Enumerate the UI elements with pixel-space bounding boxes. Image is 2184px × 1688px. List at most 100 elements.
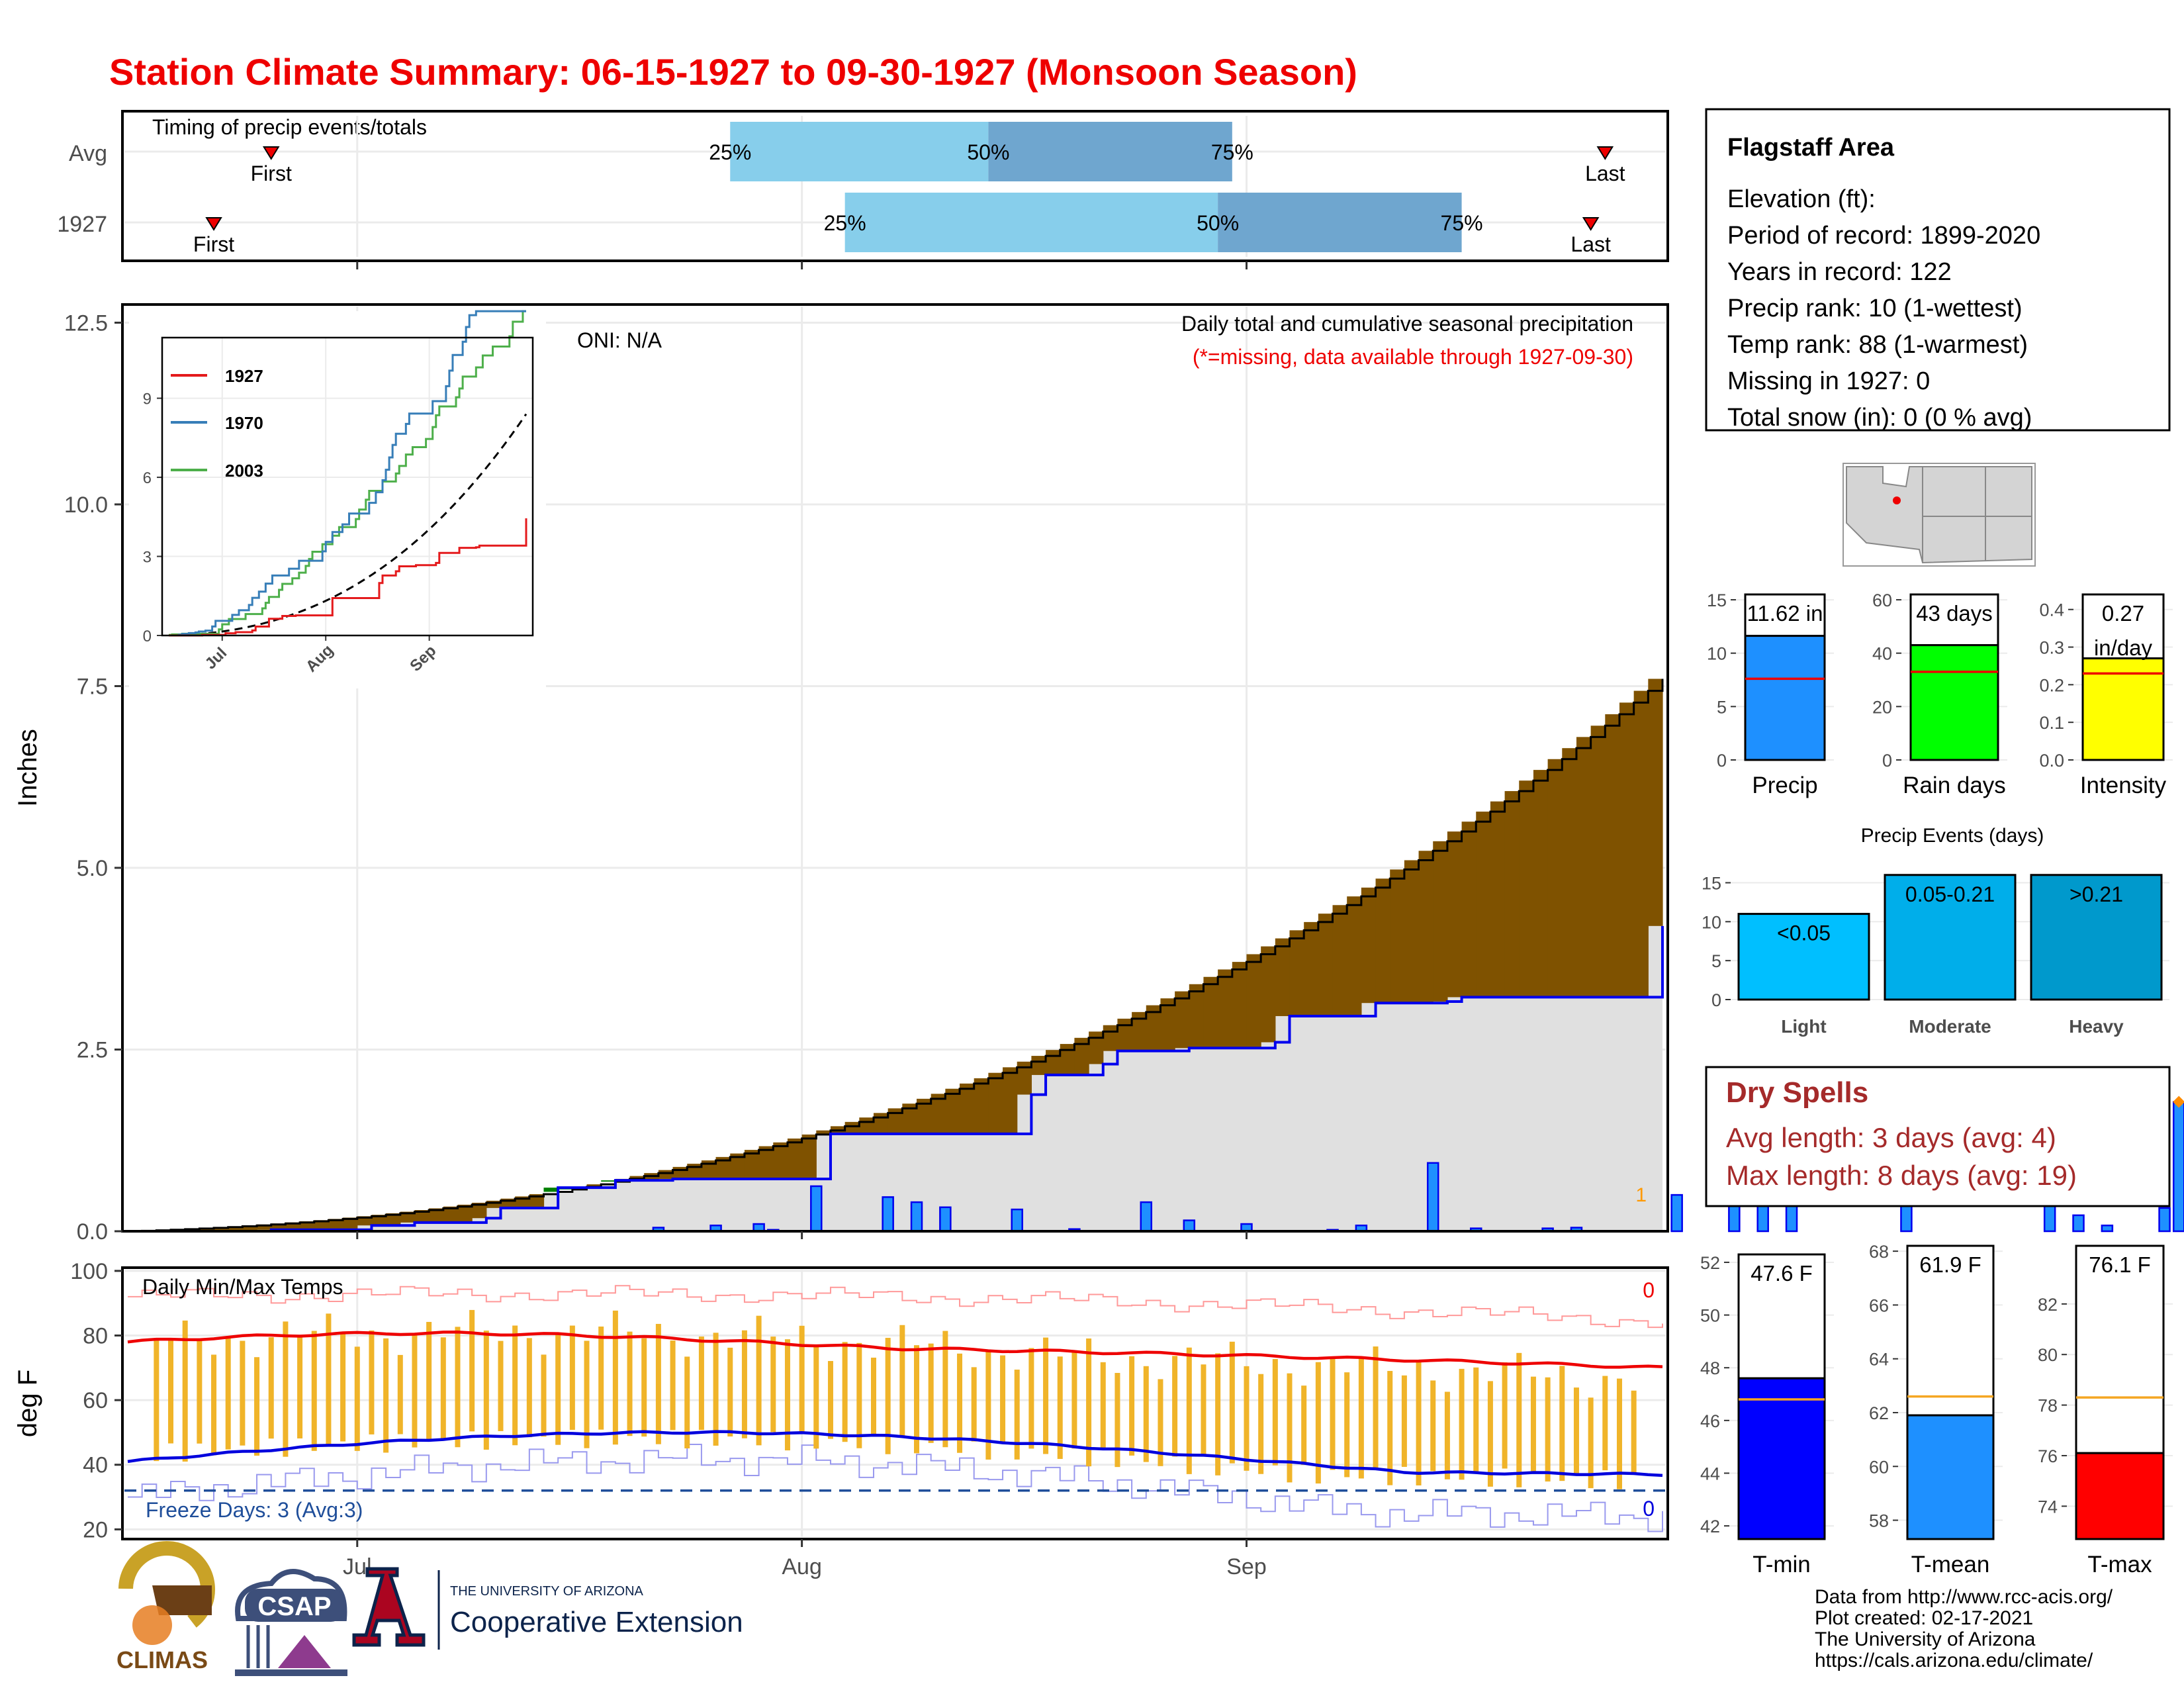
daily-precip-bar — [1140, 1201, 1153, 1233]
daily-temp-range-bar — [1559, 1366, 1565, 1481]
daily-temp-range-bar — [182, 1320, 188, 1462]
daily-temp-range-bar — [197, 1338, 203, 1444]
daily-temp-range-bar — [1588, 1397, 1594, 1489]
events-category-label: Light — [1781, 1016, 1826, 1037]
summary-label-box — [1744, 593, 1826, 637]
deficit-area-segment — [271, 1223, 287, 1230]
deficit-area-segment — [257, 1224, 272, 1230]
inset-average-line — [168, 413, 527, 637]
deficit-area-segment — [1619, 702, 1635, 998]
station-line-period: Period of record: 1899-2020 — [1727, 222, 2040, 250]
deficit-area-segment — [988, 1072, 1003, 1134]
summary-y-tick-label: 50 — [1700, 1306, 1720, 1326]
daily-temp-range-bar — [727, 1347, 733, 1437]
summary-panel-t-mean: 58 60 62 64 66 68 61.9 F T-mean — [1869, 1242, 2003, 1577]
daily-temp-range-bar — [1158, 1379, 1163, 1466]
deficit-area-segment — [658, 1170, 674, 1179]
precip-y-axis-label: Inches — [13, 729, 42, 807]
precip-y-tick-label: 7.5 — [77, 674, 108, 699]
temp-y-tick-label: 40 — [83, 1453, 108, 1478]
daily-temp-range-bar — [154, 1339, 159, 1462]
timing-last-label: Last — [1585, 162, 1625, 185]
deficit-area-segment — [1189, 984, 1205, 1049]
temp-y-axis-label: deg F — [13, 1370, 42, 1437]
daily-temp-range-bar — [827, 1361, 833, 1439]
events-category-label: Moderate — [1909, 1016, 1991, 1037]
x-tick-label-sep: Sep — [1226, 1554, 1267, 1579]
events-y-tick-label: 15 — [1702, 874, 1721, 894]
observed-cumulative-line — [128, 925, 1664, 1233]
daily-temp-range-bar — [1516, 1352, 1522, 1487]
location-map — [1843, 463, 2036, 567]
footer-line-data: Data from http://www.rcc-acis.org/ — [1815, 1586, 2113, 1608]
inset-y-tick-label: 6 — [143, 469, 152, 487]
summary-label-box — [2081, 593, 2165, 660]
timing-label: Timing of precip events/totals — [152, 115, 427, 139]
deficit-area-segment — [1433, 841, 1448, 1002]
timing-last-label: Last — [1570, 232, 1611, 256]
timing-last-marker — [1582, 217, 1600, 231]
climas-logo: CLIMAS — [116, 1541, 215, 1673]
daily-temp-range-bar — [225, 1337, 231, 1450]
daily-temp-range-bar — [598, 1326, 604, 1430]
station-location-marker — [1893, 496, 1901, 504]
deficit-area-segment — [1375, 878, 1390, 1004]
summary-y-tick-label: 0.3 — [2039, 638, 2064, 658]
deficit-area-segment — [787, 1138, 803, 1179]
summary-y-tick-label: 64 — [1869, 1350, 1889, 1370]
daily-temp-range-bar — [1229, 1341, 1235, 1464]
deficit-area-segment — [300, 1221, 315, 1230]
temp-y-tick-label: 20 — [83, 1517, 108, 1542]
daily-temp-range-bar — [268, 1337, 274, 1439]
events-y-tick-label: 10 — [1702, 912, 1721, 932]
station-line-elevation: Elevation (ft): — [1727, 185, 1876, 213]
summary-value-text: 76.1 F — [2089, 1252, 2151, 1277]
station-line-missing: Missing in 1927: 0 — [1727, 367, 1930, 395]
daily-temp-range-bar — [1071, 1350, 1077, 1449]
deficit-area-segment — [1576, 737, 1592, 998]
daily-temp-range-bar — [211, 1354, 217, 1456]
daily-temp-range-bar — [612, 1310, 618, 1445]
precip-annotation-title: Daily total and cumulative seasonal prec… — [1181, 312, 1633, 336]
precip-y-tick-label: 5.0 — [77, 856, 108, 881]
summary-panel-label: Intensity — [2080, 773, 2167, 798]
summary-y-tick-label: 76 — [2038, 1446, 2058, 1466]
deficit-area-segment — [1289, 930, 1304, 1016]
temp-panel: 20 40 60 80 100 deg F Daily Min/Max Temps Fr… — [13, 1259, 1669, 1547]
deficit-area-segment — [1175, 991, 1190, 1049]
summary-panel-rain-days: 0 20 40 60 43 days Rain days — [1872, 590, 2007, 798]
deficit-area-segment — [672, 1166, 688, 1179]
precip-y-tick-label: 12.5 — [64, 310, 108, 336]
daily-temp-range-bar — [1086, 1338, 1092, 1467]
deficit-area-segment — [1547, 759, 1563, 998]
daily-temp-range-bar — [240, 1340, 246, 1446]
deficit-area-segment — [844, 1121, 860, 1134]
deficit-area-segment — [1246, 954, 1261, 1049]
summary-y-tick-label: 66 — [1869, 1295, 1889, 1315]
dry-spells-title: Dry Spells — [1726, 1076, 1868, 1109]
deficit-area-segment — [285, 1222, 300, 1230]
timing-last-marker — [1596, 146, 1614, 160]
deficit-area-segment — [1203, 976, 1218, 1049]
daily-temp-range-bar — [1344, 1372, 1350, 1477]
deficit-area-segment — [974, 1078, 989, 1134]
deficit-area-segment — [715, 1156, 731, 1179]
daily-temp-range-bar — [1430, 1380, 1436, 1472]
daily-temp-range-bar — [1057, 1356, 1063, 1459]
precip-panel: 0.02.55.07.510.012.5 Inches Daily total … — [13, 303, 2184, 1244]
deficit-area-segment — [1146, 1005, 1161, 1051]
daily-temp-range-bar — [1573, 1387, 1579, 1474]
station-info-box: Flagstaff Area Elevation (ft): Period of… — [1705, 108, 2171, 432]
daily-temp-range-bar — [741, 1330, 747, 1438]
daily-temp-range-bar — [369, 1330, 375, 1434]
daily-temp-range-bar — [254, 1357, 260, 1456]
timing-row-label-avg: Avg — [69, 141, 107, 166]
daily-precip-bar — [2101, 1224, 2114, 1233]
daily-temp-range-bar — [899, 1325, 905, 1436]
station-line-temp-rank: Temp rank: 88 (1-warmest) — [1727, 331, 2028, 359]
summary-label-box — [2075, 1244, 2165, 1454]
deficit-area-segment — [1390, 869, 1405, 1004]
daily-temp-range-bar — [670, 1340, 676, 1430]
daily-precip-bar — [1011, 1208, 1023, 1233]
daily-temp-range-bar — [784, 1339, 790, 1451]
